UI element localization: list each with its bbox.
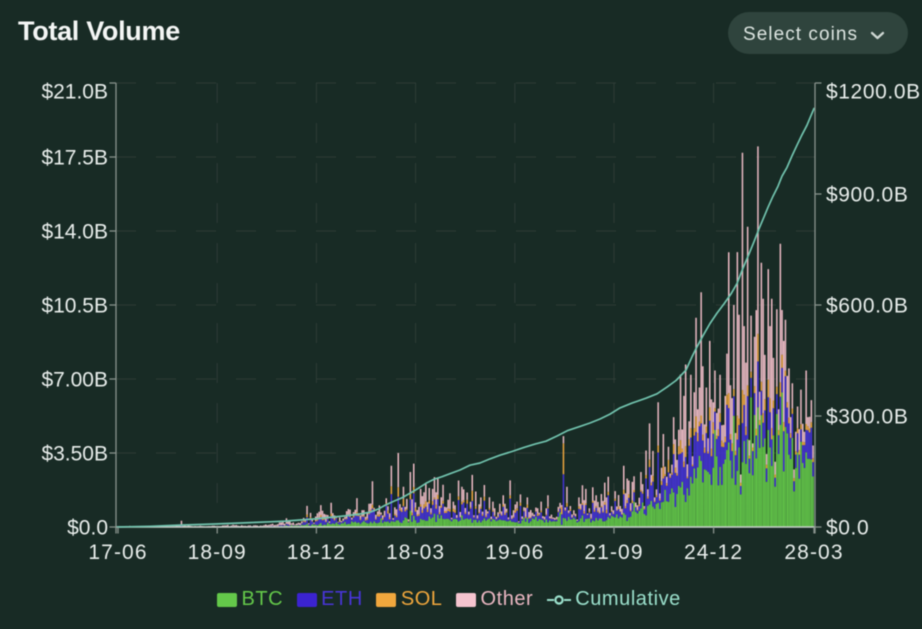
svg-text:$3.50B: $3.50B <box>41 442 108 465</box>
svg-text:$0.0: $0.0 <box>67 516 108 539</box>
svg-text:18-03: 18-03 <box>386 541 445 564</box>
svg-text:18-12: 18-12 <box>287 541 346 564</box>
svg-text:$600.0B: $600.0B <box>826 294 908 317</box>
svg-text:28-03: 28-03 <box>784 541 843 564</box>
svg-text:$1200.0B: $1200.0B <box>826 80 921 103</box>
svg-text:$7.00B: $7.00B <box>41 368 108 391</box>
svg-text:17-06: 17-06 <box>88 541 147 564</box>
svg-text:18-09: 18-09 <box>188 541 247 564</box>
svg-text:21-09: 21-09 <box>584 541 643 564</box>
svg-text:$10.5B: $10.5B <box>41 294 108 317</box>
svg-text:$17.5B: $17.5B <box>41 146 108 169</box>
svg-text:24-12: 24-12 <box>684 541 743 564</box>
svg-text:$14.0B: $14.0B <box>41 220 108 243</box>
svg-text:$21.0B: $21.0B <box>41 80 108 103</box>
svg-text:19-06: 19-06 <box>485 541 544 564</box>
svg-text:$900.0B: $900.0B <box>826 183 908 206</box>
svg-text:$300.0B: $300.0B <box>826 405 908 428</box>
svg-text:$0.0: $0.0 <box>826 516 869 539</box>
